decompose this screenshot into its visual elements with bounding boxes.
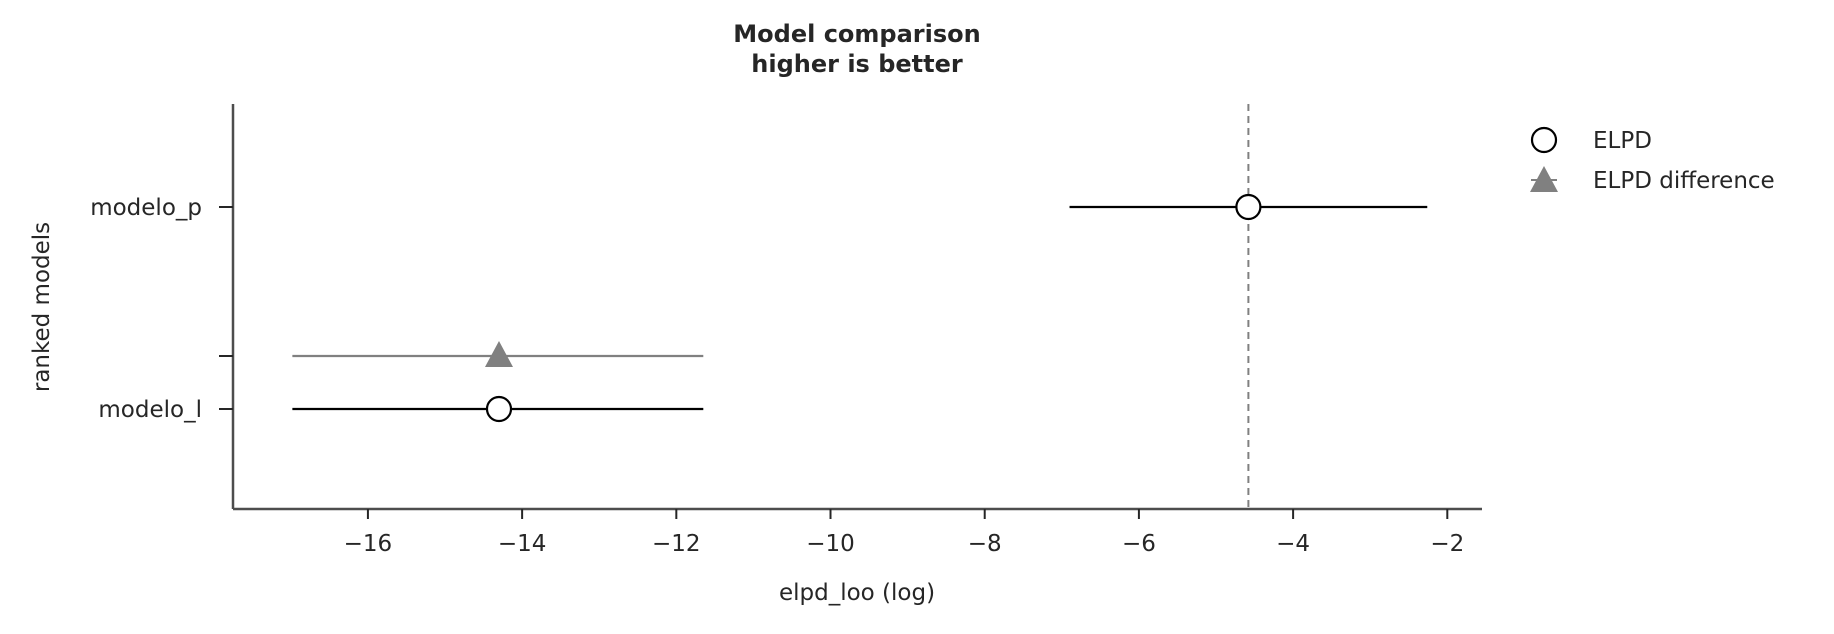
chart-title-line-1: Model comparison [733,20,980,48]
y-axis-label: ranked models [29,222,55,392]
x-tick-label: −6 [1122,531,1156,557]
elpd-marker [1235,193,1262,221]
legend-elpd-difference-marker [1530,166,1558,192]
y-tick-label: modelo_l [98,397,202,423]
x-tick-label: −12 [652,531,701,557]
legend-elpd-marker [1530,126,1558,154]
legend-elpd-difference-label: ELPD difference [1593,168,1775,194]
x-tick-label: −14 [498,531,547,557]
y-tick-label: modelo_p [90,195,202,221]
y-axis-ticks: modelo_p modelo_l [90,195,233,423]
x-tick-label: −10 [806,531,855,557]
legend: ELPD ELPD difference [1530,126,1775,194]
x-tick-label: −8 [968,531,1002,557]
plot-area [292,104,1428,509]
elpd-difference-marker [484,341,513,367]
x-axis-label: elpd_loo (log) [779,580,935,606]
x-tick-label: −2 [1430,531,1464,557]
x-tick-label: −4 [1276,531,1310,557]
legend-elpd-label: ELPD [1593,128,1652,154]
x-tick-label: −16 [344,531,393,557]
chart-title-line-2: higher is better [751,50,963,78]
elpd-marker [485,395,513,423]
x-axis-ticks: −16 −14 −12 −10 −8 −6 −4 −2 [344,509,1464,557]
